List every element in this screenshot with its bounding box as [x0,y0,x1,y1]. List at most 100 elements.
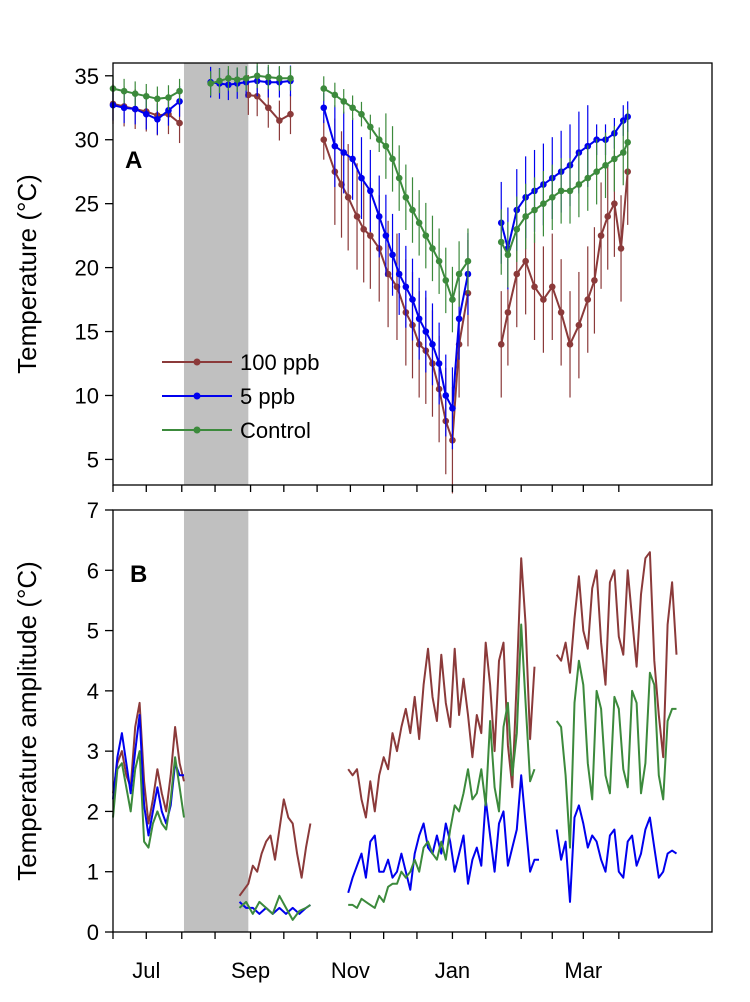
legend-entry-control-label: Control [240,418,311,443]
panel-a-series-control-point [464,257,472,265]
panel-a-series-control-point [207,80,214,87]
panel-a-series-5-ppb-point [120,104,128,112]
panel-a-series-control-point [395,174,403,182]
panel-a-series-5-ppb-line-3 [500,115,629,250]
panel-a-series-control-point [216,77,223,85]
panel-a-series-5-ppb-point [402,283,410,291]
panel-a-series-control-point [142,92,150,100]
panel-a-series-100-ppb-point [176,119,183,127]
panel-a-frame [112,62,713,486]
panel-a-series-control-point [375,136,383,144]
panel-b-series-100-ppb [112,551,678,897]
panel-a-series-control-point [154,95,161,103]
panel-a-series-100-ppb-point [276,117,283,124]
panel-a-ytick-label: 10 [75,383,99,408]
panel-a-series-control-point [624,138,631,146]
panel-a-series-5-ppb-point [358,174,365,182]
panel-b-series-5-ppb-line-2 [347,774,539,894]
panel-b-ytick-label: 0 [87,920,99,945]
panel-b-series-control-line-2 [348,623,536,909]
panel-a-series-5-ppb-point [340,149,348,156]
panel-a-series-control-point [422,232,430,239]
panel-a-series-5-ppb-point [349,155,356,163]
panel-b-series-100-ppb-line-3 [555,551,678,759]
panel-a-series-100-ppb-point [604,213,612,220]
panel-a-series-control-point [584,174,592,182]
panel-a-series-control-point [264,73,272,81]
panel-a-series-5-ppb-point [142,110,150,118]
panel-a-ytick-label: 20 [75,256,99,281]
panel-a-series-5-ppb-point [395,270,403,278]
panel-a-series-100-ppb-point [575,321,583,329]
panel-a-series-100-ppb-point [353,213,361,220]
panel-a-series-5-ppb-line-2 [322,107,469,410]
panel-a-series-5-ppb-point [367,187,374,195]
panel-a-series-control-point [497,238,505,246]
panel-a-series-100-ppb-point [287,110,294,118]
panel-a-series-100-ppb-line-3 [500,171,629,346]
panel-b: 0 1 2 3 4 5 6 7 Jul Sep Nov Jan Mar Temperature ampli… [12,498,713,983]
panel-b-series-100-ppb-line-2 [347,557,536,819]
panel-a-series-5-ppb-point [415,315,423,323]
panel-a-ytick-label: 25 [75,192,99,217]
panel-a-series-100-ppb-point [548,283,556,291]
panel-a-series-5-ppb-point [422,328,430,335]
panel-b-frame [112,509,713,933]
panel-b-shaded-region [183,510,249,932]
legend-entry-5-ppb-marker [193,392,201,400]
panel-a-series-5-ppb-point [435,360,443,367]
panel-a-series-100-ppb-point [540,296,547,303]
panel-b-ytick-label: 3 [87,739,99,764]
panel-b-xtick-label: Nov [331,958,370,983]
panel-b-series-control-line-0 [112,750,185,849]
panel-a-series-control-point [276,75,283,82]
panel-a-series-control-point [320,85,328,92]
panel-a-series-control-point [504,251,512,259]
panel-b-xtick-label: Jan [435,958,470,983]
panel-a-series-control-point [602,162,609,169]
panel-a-series-control-point [331,91,339,99]
panel-a-series-control-point [253,72,261,80]
panel-a-series-control-line-3 [500,141,629,256]
panel-a-series-5-ppb-point [320,104,328,112]
panel-a-series-100-ppb-point [557,309,565,316]
panel-b-ytick-label: 2 [87,799,99,824]
panel-a-series-100-ppb-point [320,136,328,144]
panel-a-series-5-ppb-point [449,404,456,412]
panel-a-ytick-label: 15 [75,320,99,345]
panel-b-label: B [130,561,147,588]
panel-a-series-control-point [449,296,456,303]
panel-a-ytick-label: 30 [75,128,99,153]
panel-a-series-100-ppb-point [513,270,521,278]
panel-a-series-control-point [340,98,348,105]
panel-a-series-control-point [531,206,538,214]
panel-a-label: A [125,147,142,174]
panel-a-series-5-ppb-point [375,213,383,220]
panel-a-series-control-point [557,187,565,195]
panel-a-series-control-point [233,76,241,83]
panel-a-series-5-ppb-point [409,296,416,303]
legend-entry-control-marker [193,426,201,434]
panel-a-series-100-ppb-point [522,257,529,265]
panel-a-series-control-point [402,193,410,201]
panel-a-series-5-ppb-point [429,341,436,348]
panel-a-series-control-point [120,87,128,95]
panel-a-ytick-label: 5 [87,447,99,472]
panel-a-series-5-ppb-point [455,315,463,323]
panel-b-ytick-label: 7 [87,498,99,523]
panel-b-ytick-label: 4 [87,679,99,704]
legend-entry-5-ppb-label: 5 ppb [240,384,295,409]
panel-a-series-control-point [415,219,423,227]
panel-a-series-100-ppb-point [531,283,538,291]
panel-a-series-100-ppb-point [611,200,618,207]
panel-a-series-control-point [367,123,374,131]
panel-a-series-5-ppb-point [154,115,161,123]
panel-a-series-control-point [619,149,627,156]
legend-entry-100-ppb-marker [193,358,201,366]
panel-a-series-100-ppb-point [597,232,605,239]
panel-b-xtick-label: Mar [564,958,602,983]
panel-a-ylabel: Temperature (°C) [12,174,42,374]
panel-a-series-control-point [349,104,356,112]
panel-a-series-5-ppb-point [331,142,339,150]
